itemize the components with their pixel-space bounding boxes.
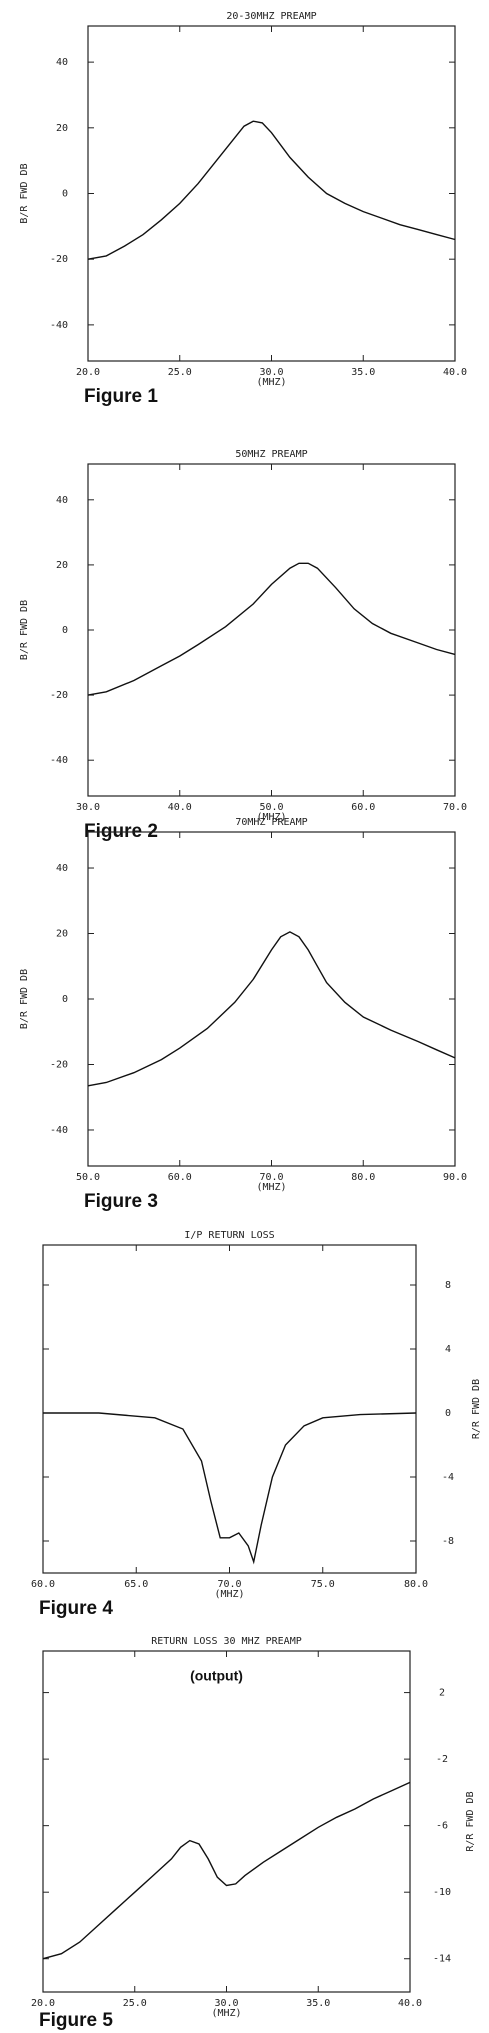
- annotation: (output): [190, 1668, 243, 1684]
- x-axis-label: (MHZ): [256, 1182, 286, 1193]
- chart-title: 20-30MHZ PREAMP: [226, 11, 316, 22]
- y-tick-label: -4: [442, 1472, 454, 1483]
- x-tick-label: 30.0: [76, 802, 100, 813]
- x-tick-label: 60.0: [31, 1579, 55, 1590]
- x-tick-label: 80.0: [404, 1579, 428, 1590]
- x-tick-label: 70.0: [443, 802, 467, 813]
- y-tick-label: 20: [56, 929, 68, 940]
- y-axis-label: R/R FWD DB: [465, 1791, 476, 1851]
- plot-frame: [87, 25, 456, 362]
- x-tick-label: 30.0: [214, 1998, 238, 2009]
- x-tick-label: 40.0: [168, 802, 192, 813]
- y-axis-label: B/R FWD DB: [19, 600, 30, 660]
- x-tick-label: 40.0: [443, 367, 467, 378]
- response-curve: [87, 120, 456, 260]
- x-tick-label: 60.0: [351, 802, 375, 813]
- x-axis-label: (MHZ): [256, 812, 286, 823]
- x-tick-label: 70.0: [259, 1172, 283, 1183]
- y-axis-label: B/R FWD DB: [19, 969, 30, 1029]
- y-tick-label: -40: [50, 320, 68, 331]
- y-tick-label: -14: [433, 1954, 451, 1965]
- x-axis-label: (MHZ): [214, 1589, 244, 1600]
- y-tick-label: 8: [445, 1280, 451, 1291]
- y-tick-label: -10: [433, 1887, 451, 1898]
- y-tick-label: -20: [50, 254, 68, 265]
- y-tick-label: 40: [56, 863, 68, 874]
- chart-title: I/P RETURN LOSS: [184, 1230, 274, 1241]
- y-tick-label: 0: [62, 625, 68, 636]
- figure-label: Figure 1: [84, 386, 158, 407]
- x-tick-label: 50.0: [76, 1172, 100, 1183]
- x-axis-label: (MHZ): [211, 2008, 241, 2019]
- y-tick-label: 0: [445, 1408, 451, 1419]
- plot-frame: [87, 463, 456, 797]
- y-tick-label: -2: [436, 1754, 448, 1765]
- x-tick-label: 50.0: [259, 802, 283, 813]
- x-tick-label: 35.0: [351, 367, 375, 378]
- y-tick-label: -8: [442, 1536, 454, 1547]
- response-curve: [87, 931, 456, 1087]
- x-tick-label: 70.0: [217, 1579, 241, 1590]
- y-tick-label: 20: [56, 123, 68, 134]
- y-tick-label: 0: [62, 994, 68, 1005]
- plot-frame: [42, 1244, 417, 1574]
- chart-title: 50MHZ PREAMP: [235, 449, 307, 460]
- y-axis-label: R/R FWD DB: [471, 1379, 482, 1439]
- x-tick-label: 40.0: [398, 1998, 422, 2009]
- x-tick-label: 75.0: [311, 1579, 335, 1590]
- y-tick-label: -40: [50, 1125, 68, 1136]
- y-tick-label: 40: [56, 57, 68, 68]
- x-tick-label: 35.0: [306, 1998, 330, 2009]
- y-tick-label: -6: [436, 1821, 448, 1832]
- y-axis-label: B/R FWD DB: [19, 163, 30, 223]
- x-tick-label: 30.0: [259, 367, 283, 378]
- y-tick-label: -40: [50, 755, 68, 766]
- y-tick-label: 0: [62, 189, 68, 200]
- response-curve: [42, 1781, 411, 1960]
- y-tick-label: 4: [445, 1344, 451, 1355]
- y-tick-label: 2: [439, 1688, 445, 1699]
- y-tick-label: -20: [50, 1059, 68, 1070]
- response-curve: [43, 1412, 417, 1565]
- chart-title: RETURN LOSS 30 MHZ PREAMP: [151, 1636, 302, 1647]
- y-tick-label: 40: [56, 495, 68, 506]
- x-tick-label: 65.0: [124, 1579, 148, 1590]
- x-tick-label: 80.0: [351, 1172, 375, 1183]
- figure-label: Figure 4: [39, 1598, 113, 1619]
- x-tick-label: 90.0: [443, 1172, 467, 1183]
- y-tick-label: 20: [56, 560, 68, 571]
- plot-frame: [42, 1650, 411, 1993]
- response-curve: [87, 562, 456, 696]
- plot-frame: [87, 831, 456, 1167]
- x-tick-label: 20.0: [31, 1998, 55, 2009]
- x-axis-label: (MHZ): [256, 377, 286, 388]
- x-tick-label: 25.0: [168, 367, 192, 378]
- y-tick-label: -20: [50, 690, 68, 701]
- x-tick-label: 25.0: [123, 1998, 147, 2009]
- figure-label: Figure 3: [84, 1191, 158, 1212]
- x-tick-label: 60.0: [168, 1172, 192, 1183]
- chart-title: 70MHZ PREAMP: [235, 817, 307, 828]
- figure-label: Figure 5: [39, 2010, 113, 2031]
- x-tick-label: 20.0: [76, 367, 100, 378]
